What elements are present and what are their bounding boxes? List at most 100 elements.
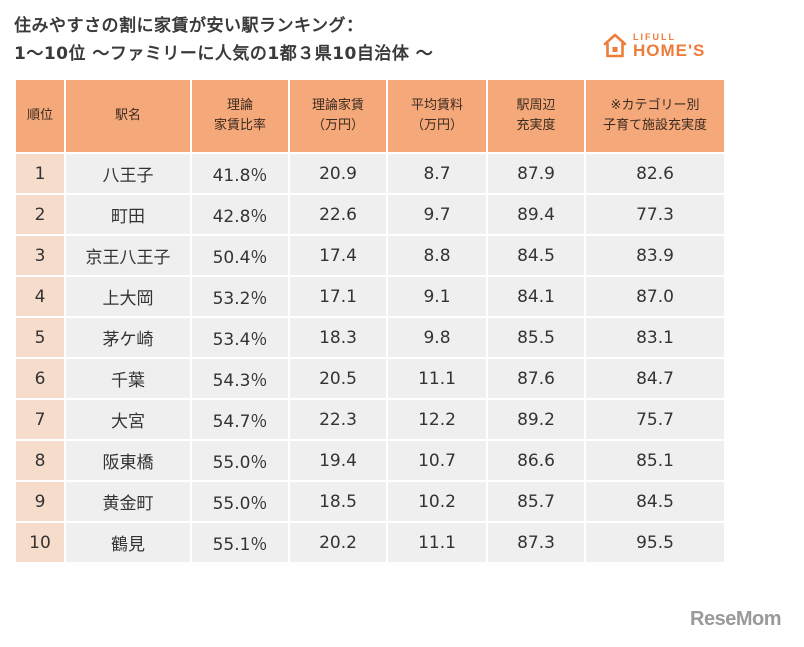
table-row: 8 阪東橋 55.0％ 19.4 10.7 86.6 85.1 bbox=[16, 441, 724, 480]
logo-top-text: LIFULL bbox=[633, 32, 676, 42]
theory-rent-cell: 20.2 bbox=[290, 523, 386, 562]
theory-rent-cell: 17.4 bbox=[290, 236, 386, 275]
rank-cell: 4 bbox=[16, 277, 64, 316]
average-rent-cell: 11.1 bbox=[388, 359, 486, 398]
average-rent-cell: 9.1 bbox=[388, 277, 486, 316]
theory-rent-cell: 22.3 bbox=[290, 400, 386, 439]
theory-rent-cell: 22.6 bbox=[290, 195, 386, 234]
table-row: 4 上大岡 53.2％ 17.1 9.1 84.1 87.0 bbox=[16, 277, 724, 316]
station-area-cell: 85.5 bbox=[488, 318, 584, 357]
station-area-cell: 86.6 bbox=[488, 441, 584, 480]
ratio-cell: 41.8％ bbox=[192, 154, 288, 193]
station-cell: 千葉 bbox=[66, 359, 190, 398]
lifull-homes-logo: LIFULL HOME'S bbox=[603, 30, 705, 62]
theory-rent-cell: 17.1 bbox=[290, 277, 386, 316]
header-theory-ratio-line2: 家賃比率 bbox=[213, 118, 266, 133]
station-area-cell: 89.4 bbox=[488, 195, 584, 234]
station-cell: 上大岡 bbox=[66, 277, 190, 316]
table-row: 9 黄金町 55.0％ 18.5 10.2 85.7 84.5 bbox=[16, 482, 724, 521]
childcare-cell: 82.6 bbox=[586, 154, 724, 193]
table-row: 5 茅ケ崎 53.4％ 18.3 9.8 85.5 83.1 bbox=[16, 318, 724, 357]
logo-bottom-text: HOME'S bbox=[633, 41, 706, 60]
resemom-watermark: ReseMom bbox=[690, 608, 781, 630]
header-theory-rent: 理論家賃 （万円） bbox=[290, 80, 386, 152]
logo-text: LIFULL HOME'S bbox=[633, 32, 706, 60]
header-childcare-line2: 子育て施設充実度 bbox=[602, 118, 707, 133]
station-area-cell: 89.2 bbox=[488, 400, 584, 439]
childcare-cell: 77.3 bbox=[586, 195, 724, 234]
ratio-cell: 50.4％ bbox=[192, 236, 288, 275]
average-rent-cell: 11.1 bbox=[388, 523, 486, 562]
table-row: 10 鶴見 55.1％ 20.2 11.1 87.3 95.5 bbox=[16, 523, 724, 562]
title-line-1: 住みやすさの割に家賃が安い駅ランキング： bbox=[14, 16, 364, 36]
ratio-cell: 42.8％ bbox=[192, 195, 288, 234]
station-cell: 町田 bbox=[66, 195, 190, 234]
rank-cell: 1 bbox=[16, 154, 64, 193]
rank-cell: 2 bbox=[16, 195, 64, 234]
station-cell: 鶴見 bbox=[66, 523, 190, 562]
station-area-cell: 87.9 bbox=[488, 154, 584, 193]
header-station: 駅名 bbox=[66, 80, 190, 152]
header-childcare: ※カテゴリー別 子育て施設充実度 bbox=[586, 80, 724, 152]
header-theory-ratio-line1: 理論 bbox=[226, 98, 253, 113]
childcare-cell: 84.5 bbox=[586, 482, 724, 521]
rank-cell: 8 bbox=[16, 441, 64, 480]
average-rent-cell: 10.7 bbox=[388, 441, 486, 480]
rank-cell: 9 bbox=[16, 482, 64, 521]
header-theory-rent-line1: 理論家賃 bbox=[311, 98, 364, 113]
ratio-cell: 54.3％ bbox=[192, 359, 288, 398]
header-theory-ratio: 理論 家賃比率 bbox=[192, 80, 288, 152]
childcare-cell: 87.0 bbox=[586, 277, 724, 316]
station-area-cell: 87.3 bbox=[488, 523, 584, 562]
table-row: 6 千葉 54.3％ 20.5 11.1 87.6 84.7 bbox=[16, 359, 724, 398]
rank-cell: 3 bbox=[16, 236, 64, 275]
table-header-row: 順位 駅名 理論 家賃比率 理論家賃 （万円） 平均賃料 （万円） 駅周辺 充実… bbox=[16, 80, 724, 152]
theory-rent-cell: 20.5 bbox=[290, 359, 386, 398]
ranking-table: 順位 駅名 理論 家賃比率 理論家賃 （万円） 平均賃料 （万円） 駅周辺 充実… bbox=[14, 78, 726, 564]
station-area-cell: 84.5 bbox=[488, 236, 584, 275]
average-rent-cell: 8.8 bbox=[388, 236, 486, 275]
station-area-cell: 87.6 bbox=[488, 359, 584, 398]
header-childcare-line1: ※カテゴリー別 bbox=[610, 98, 700, 113]
childcare-cell: 75.7 bbox=[586, 400, 724, 439]
station-cell: 阪東橋 bbox=[66, 441, 190, 480]
childcare-cell: 85.1 bbox=[586, 441, 724, 480]
rank-cell: 5 bbox=[16, 318, 64, 357]
header-average-rent: 平均賃料 （万円） bbox=[388, 80, 486, 152]
average-rent-cell: 9.8 bbox=[388, 318, 486, 357]
average-rent-cell: 10.2 bbox=[388, 482, 486, 521]
childcare-cell: 84.7 bbox=[586, 359, 724, 398]
average-rent-cell: 8.7 bbox=[388, 154, 486, 193]
ratio-cell: 54.7％ bbox=[192, 400, 288, 439]
table-row: 1 八王子 41.8％ 20.9 8.7 87.9 82.6 bbox=[16, 154, 724, 193]
theory-rent-cell: 20.9 bbox=[290, 154, 386, 193]
header-station-label: 駅名 bbox=[114, 108, 141, 123]
station-area-cell: 85.7 bbox=[488, 482, 584, 521]
rank-cell: 6 bbox=[16, 359, 64, 398]
page-title: 住みやすさの割に家賃が安い駅ランキング： 1～10位 ～ファミリーに人気の1都３… bbox=[14, 12, 433, 68]
theory-rent-cell: 18.3 bbox=[290, 318, 386, 357]
header-average-rent-line1: 平均賃料 bbox=[410, 98, 463, 113]
station-cell: 八王子 bbox=[66, 154, 190, 193]
ratio-cell: 55.0％ bbox=[192, 482, 288, 521]
header-average-rent-line2: （万円） bbox=[410, 118, 463, 133]
station-cell: 茅ケ崎 bbox=[66, 318, 190, 357]
average-rent-cell: 9.7 bbox=[388, 195, 486, 234]
house-icon bbox=[603, 33, 627, 59]
ratio-cell: 53.4％ bbox=[192, 318, 288, 357]
ratio-cell: 55.0％ bbox=[192, 441, 288, 480]
header-theory-rent-line2: （万円） bbox=[311, 118, 364, 133]
table-row: 2 町田 42.8％ 22.6 9.7 89.4 77.3 bbox=[16, 195, 724, 234]
ratio-cell: 55.1％ bbox=[192, 523, 288, 562]
header-station-area: 駅周辺 充実度 bbox=[488, 80, 584, 152]
ratio-cell: 53.2％ bbox=[192, 277, 288, 316]
station-cell: 京王八王子 bbox=[66, 236, 190, 275]
table-row: 3 京王八王子 50.4％ 17.4 8.8 84.5 83.9 bbox=[16, 236, 724, 275]
table-row: 7 大宮 54.7％ 22.3 12.2 89.2 75.7 bbox=[16, 400, 724, 439]
childcare-cell: 95.5 bbox=[586, 523, 724, 562]
childcare-cell: 83.1 bbox=[586, 318, 724, 357]
station-area-cell: 84.1 bbox=[488, 277, 584, 316]
station-cell: 大宮 bbox=[66, 400, 190, 439]
title-line-2: 1～10位 ～ファミリーに人気の1都３県10自治体 ～ bbox=[14, 44, 434, 64]
rank-cell: 10 bbox=[16, 523, 64, 562]
